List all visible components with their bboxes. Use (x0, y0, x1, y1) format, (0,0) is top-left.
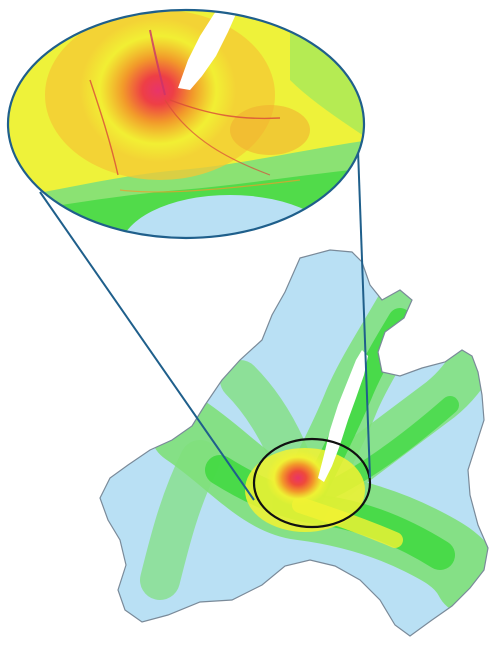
focus-ring (252, 437, 372, 529)
region-map (99, 249, 489, 637)
magnified-inset (6, 8, 366, 240)
callout-lines (39, 149, 371, 501)
